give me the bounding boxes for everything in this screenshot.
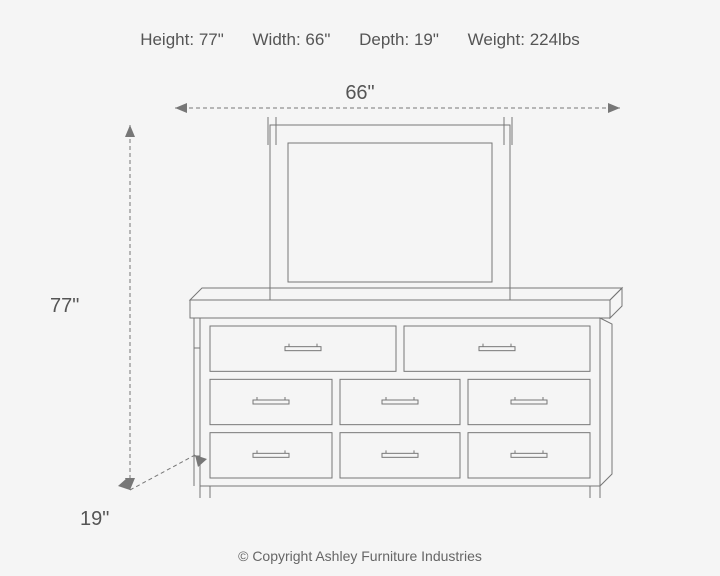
furniture-diagram	[0, 0, 720, 576]
